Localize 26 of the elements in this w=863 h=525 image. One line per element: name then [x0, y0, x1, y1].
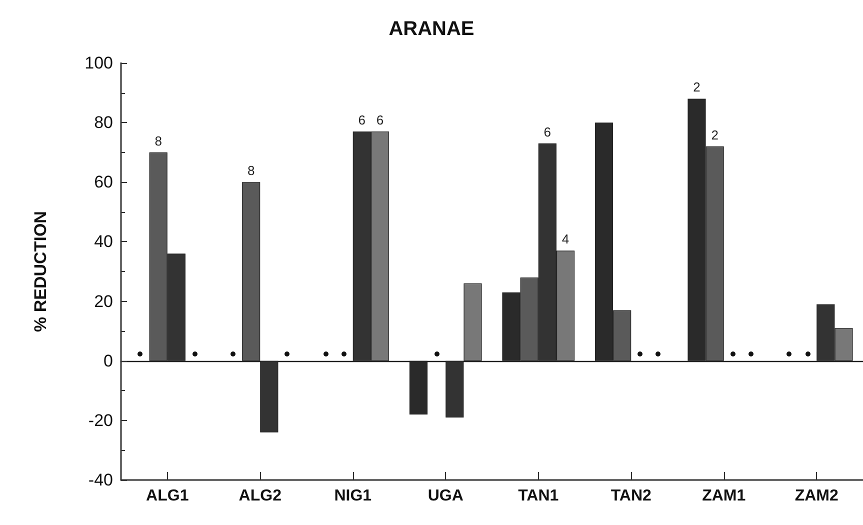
x-tick-label: TAN1: [518, 488, 559, 504]
y-tick-label: -40: [88, 470, 113, 490]
annotation: 6: [544, 124, 552, 140]
x-tick-label: TAN2: [610, 488, 652, 504]
y-tick-label: 0: [104, 351, 113, 370]
x-tick-label: ALG2: [238, 488, 282, 504]
annotation: 6: [376, 112, 384, 128]
annotation: 2: [693, 80, 700, 95]
y-tick-label: -20: [88, 410, 113, 430]
annotation: 6: [358, 112, 366, 128]
y-axis-title: % REDUCTION: [31, 211, 50, 332]
x-tick-label: UGA: [428, 488, 464, 504]
x-tick-label: ZAM2: [794, 488, 838, 504]
x-tick-label: NIG1: [334, 488, 372, 504]
chart-title: ARANAE: [388, 18, 474, 40]
annotation: 8: [247, 163, 255, 178]
y-tick-label: 100: [84, 54, 113, 72]
x-tick-label: ZAM1: [702, 488, 746, 504]
y-tick-label: 60: [94, 172, 113, 192]
annotation: 8: [154, 133, 162, 148]
y-tick-label: 40: [94, 232, 113, 252]
y-tick-label: 80: [94, 113, 113, 132]
y-tick-label: 20: [94, 292, 113, 311]
annotation: 4: [562, 232, 570, 247]
x-tick-label: ALG1: [146, 488, 189, 504]
annotation: 2: [711, 127, 718, 142]
